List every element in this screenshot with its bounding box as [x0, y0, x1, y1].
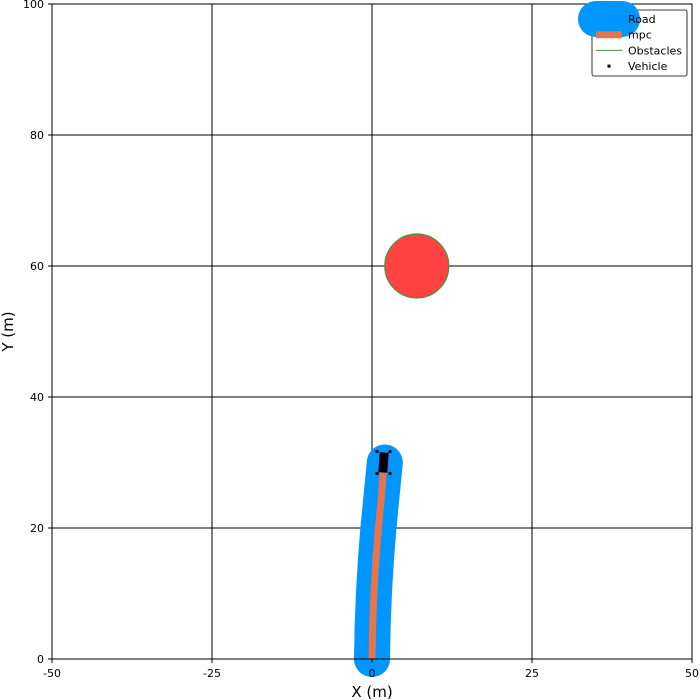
x-tick-label: 50 — [685, 667, 699, 680]
x-tick-label: -25 — [203, 667, 221, 680]
x-ticks: -50 -25 0 25 50 — [43, 659, 699, 680]
y-tick-label: 100 — [23, 0, 44, 11]
vehicle-corner — [375, 471, 379, 476]
vehicle-corner — [375, 449, 379, 454]
legend-vehicle-swatch — [607, 64, 611, 68]
y-tick-label: 20 — [30, 522, 44, 535]
y-tick-label: 0 — [37, 653, 44, 666]
legend-label-mpc: mpc — [628, 29, 652, 42]
x-tick-label: 0 — [369, 667, 376, 680]
legend-label-vehicle: Vehicle — [628, 60, 668, 73]
y-axis-label: Y (m) — [0, 311, 17, 352]
legend: Road mpc Obstacles Vehicle — [578, 1, 688, 77]
plot-area — [354, 233, 450, 677]
obstacle-circle — [384, 233, 450, 299]
legend-label-road: Road — [628, 13, 656, 26]
x-tick-label: -50 — [43, 667, 61, 680]
y-ticks: 0 20 40 60 80 100 — [23, 0, 52, 666]
y-tick-label: 40 — [30, 391, 44, 404]
y-tick-label: 80 — [30, 129, 44, 142]
vehicle-corner — [388, 471, 392, 476]
mpc-line — [368, 468, 388, 660]
x-tick-label: 25 — [525, 667, 539, 680]
vehicle-body — [378, 452, 389, 473]
vehicle-corner — [388, 449, 392, 454]
y-tick-label: 60 — [30, 260, 44, 273]
vehicle-marker — [375, 449, 392, 476]
legend-label-obstacles: Obstacles — [628, 44, 682, 57]
x-axis-label: X (m) — [351, 683, 392, 700]
